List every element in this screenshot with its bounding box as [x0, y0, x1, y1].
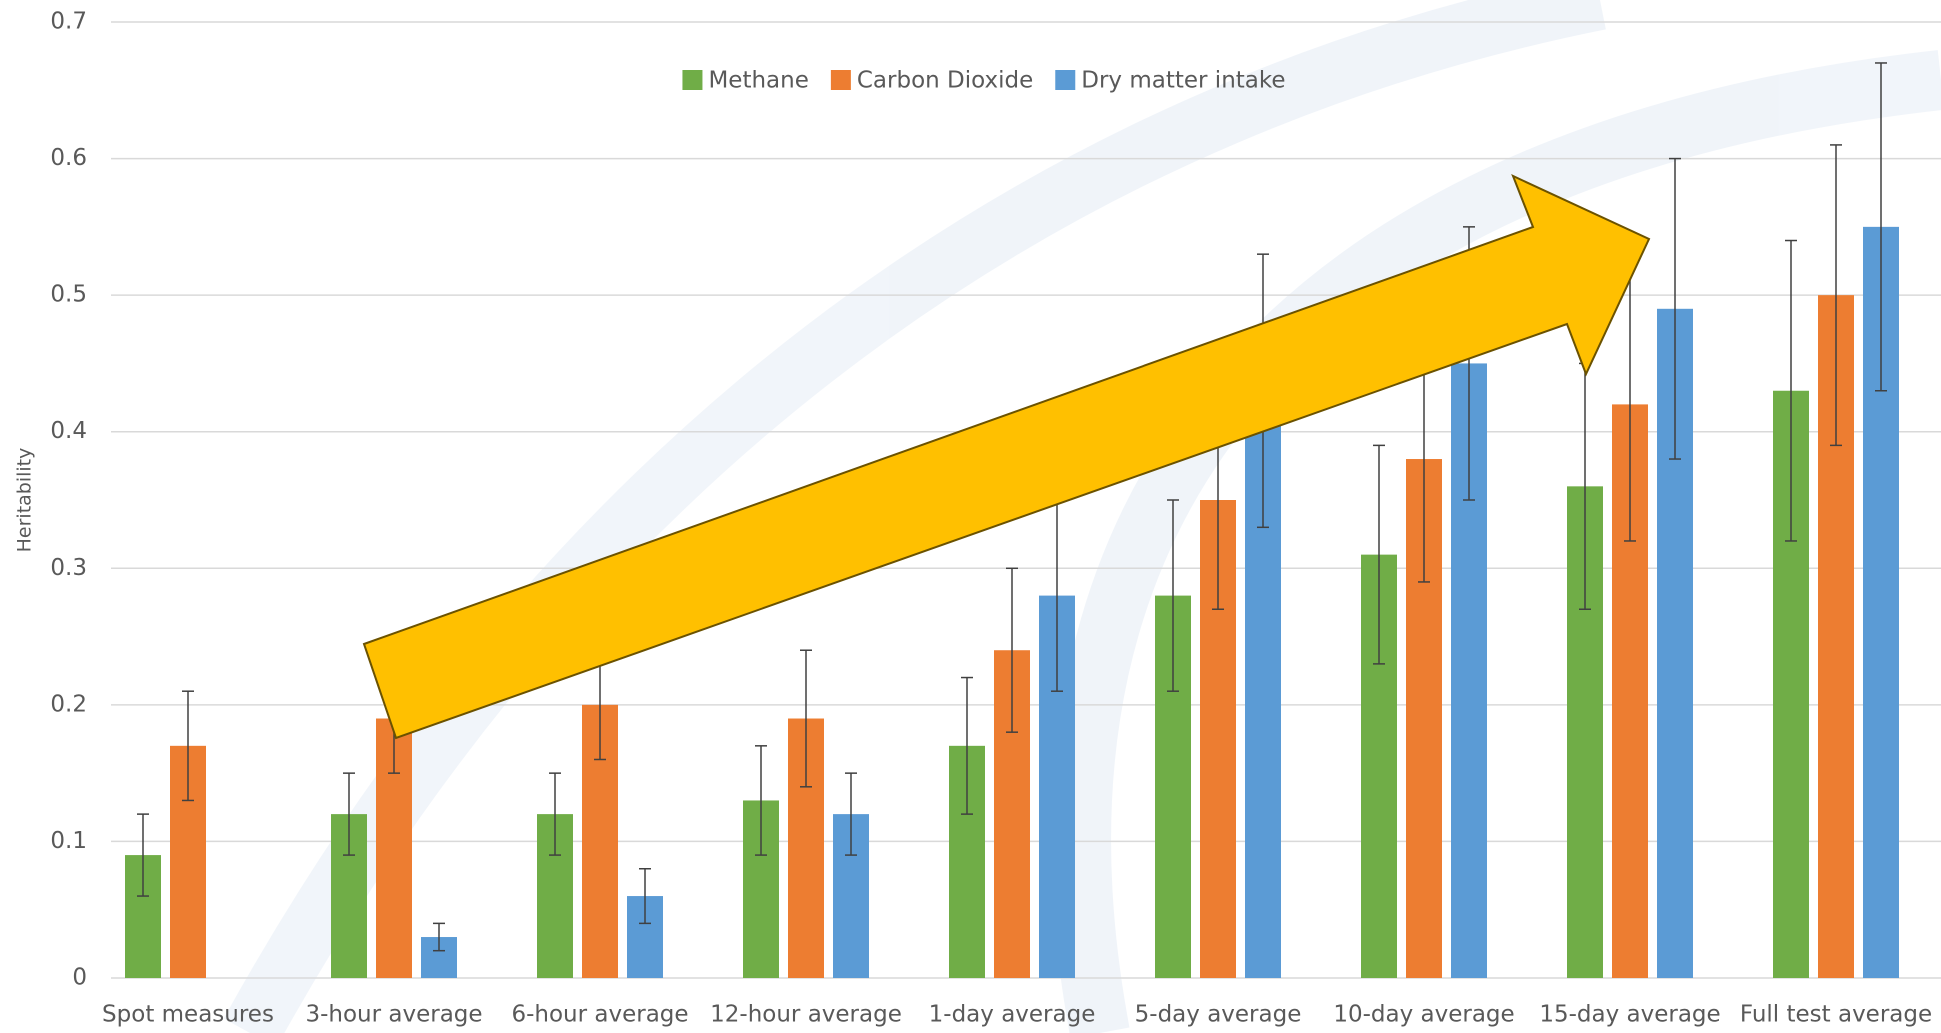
y-tick-label: 0 — [72, 965, 87, 991]
error-bar — [137, 813, 149, 897]
trend-arrow — [362, 174, 1651, 740]
x-tick-label: 10-day average — [1333, 1002, 1514, 1028]
x-tick-label: 6-hour average — [511, 1002, 688, 1028]
y-tick-label: 0.1 — [50, 828, 87, 854]
x-tick-label: 1-day average — [929, 1002, 1096, 1028]
x-tick-label: 15-day average — [1539, 1002, 1720, 1028]
error-bar — [343, 772, 355, 856]
plot: 0 0.1 0.2 0.3 0.4 0.5 0.6 0.7 Spot measures 3-hou… — [50, 9, 1941, 1028]
legend-label: Methane — [708, 68, 808, 94]
y-tick-label: 0.6 — [50, 145, 87, 171]
y-tick-label: 0.2 — [50, 691, 87, 717]
error-bar — [1006, 567, 1018, 733]
error-bar — [1373, 444, 1385, 665]
legend-swatch — [1055, 70, 1076, 90]
legend: Methane Carbon Dioxide Dry matter intake — [682, 68, 1286, 94]
error-bar — [1167, 499, 1179, 692]
y-tick-label: 0.4 — [50, 418, 87, 444]
x-tick-label: 12-hour average — [710, 1002, 902, 1028]
error-bar — [1875, 62, 1887, 392]
error-bar — [549, 772, 561, 856]
legend-swatch — [682, 70, 703, 90]
error-bar — [1785, 239, 1797, 542]
watermark-strand — [223, 0, 1606, 1033]
error-bar — [961, 676, 973, 815]
error-bar — [755, 745, 767, 856]
legend-label: Dry matter intake — [1081, 68, 1285, 94]
y-tick-label: 0.7 — [50, 9, 87, 35]
error-bar — [1830, 144, 1842, 447]
error-bar — [1669, 157, 1681, 460]
x-tick-label: Spot measures — [102, 1002, 274, 1028]
error-bar — [182, 690, 194, 802]
x-tick-label: Full test average — [1740, 1002, 1932, 1028]
error-bar — [800, 649, 812, 788]
y-tick-label: 0.3 — [50, 555, 87, 581]
x-tick-label: 5-day average — [1135, 1002, 1302, 1028]
x-tick-label: 3-hour average — [305, 1002, 482, 1028]
error-bar — [845, 772, 857, 856]
error-bar — [433, 922, 445, 952]
error-bar — [639, 867, 651, 925]
y-axis-title: Heritability — [14, 448, 36, 553]
legend-label: Carbon Dioxide — [857, 68, 1033, 94]
legend-swatch — [830, 70, 851, 90]
y-tick-label: 0.5 — [50, 282, 87, 308]
